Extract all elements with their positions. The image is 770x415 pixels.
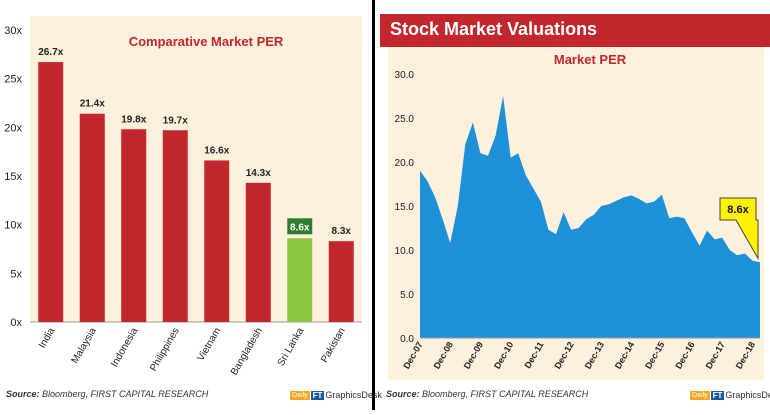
left-chart-panel: Comparative Market PER 0x 5x 10x 15x 20x 25x 30… bbox=[0, 0, 382, 410]
data-label: 19.7x bbox=[163, 115, 188, 126]
bar bbox=[328, 241, 354, 322]
chart-title: Comparative Market PER bbox=[129, 34, 284, 49]
data-label: 8.3x bbox=[332, 226, 352, 237]
bar bbox=[121, 129, 147, 322]
chart-title: Market PER bbox=[554, 52, 627, 67]
right-source-label: Source: bbox=[386, 389, 420, 399]
daily-ft-logo-icon: Daily bbox=[290, 390, 310, 400]
right-header-bar: Stock Market Valuations bbox=[380, 14, 770, 47]
y-tick-label: 20.0 bbox=[395, 158, 415, 169]
right-source-text: Bloomberg, FIRST CAPITAL RESEARCH bbox=[422, 389, 589, 399]
data-label: 26.7x bbox=[38, 47, 63, 58]
bar bbox=[204, 160, 230, 322]
left-source-note: Source: Bloomberg, FIRST CAPITAL RESEARC… bbox=[6, 389, 208, 399]
left-source-text: Bloomberg, FIRST CAPITAL RESEARCH bbox=[42, 389, 209, 399]
left-logo-text: GraphicsDesk bbox=[325, 390, 382, 400]
callout-label: 8.6x bbox=[727, 204, 749, 216]
data-label: 16.6x bbox=[204, 145, 229, 156]
ft-logo-icon: FT bbox=[710, 390, 725, 400]
y-tick-label: 10x bbox=[4, 220, 22, 232]
y-tick-label: 0.0 bbox=[400, 334, 414, 345]
right-graphicsdesk-logo: Daily FT GraphicsDesk bbox=[690, 389, 770, 401]
panel-divider bbox=[372, 0, 375, 410]
bar bbox=[79, 113, 105, 322]
y-tick-label: 25.0 bbox=[395, 114, 415, 125]
data-label: 14.3x bbox=[246, 168, 271, 179]
x-tick-label: Pakistan bbox=[319, 326, 348, 365]
market-per-area-chart: Market PER0.05.010.015.020.025.030.0Dec-… bbox=[388, 47, 764, 380]
highlight-label-bg bbox=[287, 218, 313, 235]
y-tick-label: 5x bbox=[10, 268, 22, 280]
left-graphicsdesk-logo: Daily FT GraphicsDesk bbox=[290, 389, 382, 401]
x-tick-label: Malaysia bbox=[70, 326, 99, 366]
data-label: 19.8x bbox=[121, 114, 146, 125]
comparative-per-bar-chart: Comparative Market PER 0x 5x 10x 15x 20x 25x 30… bbox=[4, 16, 362, 377]
x-tick-label: Vietnam bbox=[196, 326, 224, 363]
bar bbox=[245, 182, 271, 322]
ft-logo-icon: FT bbox=[310, 390, 325, 400]
y-tick-label: 30.0 bbox=[395, 70, 415, 81]
y-tick-label: 15x bbox=[4, 171, 22, 183]
y-tick-label: 5.0 bbox=[400, 290, 414, 301]
y-tick-label: 20x bbox=[4, 122, 22, 134]
daily-ft-logo-icon: Daily bbox=[690, 390, 710, 400]
right-logo-text: GraphicsDesk bbox=[725, 390, 770, 400]
x-tick-label: Indonesia bbox=[109, 326, 140, 369]
y-tick-label: 0x bbox=[10, 317, 22, 329]
y-tick-label: 10.0 bbox=[395, 246, 415, 257]
callout-bubble bbox=[719, 197, 759, 261]
area-series bbox=[420, 96, 760, 338]
x-tick-label: Bangladesh bbox=[229, 326, 265, 377]
right-source-note: Source: Bloomberg, FIRST CAPITAL RESEARC… bbox=[386, 389, 588, 399]
right-chart-panel: Stock Market Valuations Market PER 0.0 5.0… bbox=[380, 0, 770, 410]
bar bbox=[38, 62, 64, 323]
y-tick-label: 25x bbox=[4, 74, 22, 86]
right-header-title: Stock Market Valuations bbox=[390, 19, 598, 39]
x-tick-label: Philippines bbox=[148, 326, 182, 373]
y-tick-label: 15.0 bbox=[395, 202, 415, 213]
left-source-label: Source: bbox=[6, 389, 40, 399]
x-tick-label: India bbox=[37, 326, 58, 351]
y-tick-label: 30x bbox=[4, 25, 22, 37]
bar bbox=[287, 238, 313, 322]
x-tick-label: Sri Lanka bbox=[276, 326, 307, 368]
data-label: 8.6x bbox=[290, 222, 310, 233]
bar bbox=[162, 130, 188, 322]
data-label: 21.4x bbox=[80, 99, 105, 110]
